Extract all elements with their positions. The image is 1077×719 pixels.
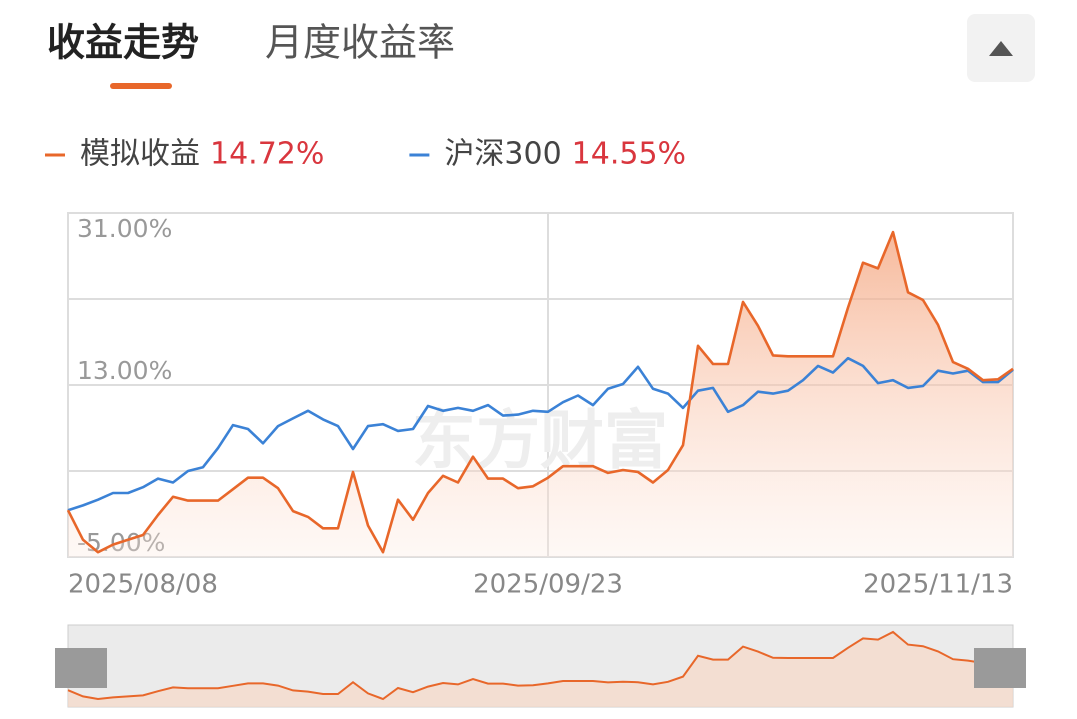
collapse-icon (989, 41, 1013, 56)
navigator-handle[interactable] (974, 648, 1026, 688)
area (68, 232, 1013, 557)
series-line (67, 356, 1014, 512)
navigator-line (67, 630, 1014, 701)
x-tick-label: 2025/11/13 (863, 570, 1013, 600)
tab[interactable]: 月度收益率 (265, 21, 455, 65)
y-tick-label: 13.00% (77, 356, 172, 385)
navigator-area (68, 632, 1013, 707)
legend-value: 14.55% (572, 137, 686, 172)
tab-underline (110, 83, 172, 89)
watermark: 东方财富 (412, 405, 668, 479)
legend-value: 14.72% (210, 137, 324, 172)
legend-label: 模拟收益 (80, 137, 200, 172)
x-tick-label: 2025/09/23 (473, 570, 623, 600)
y-tick-label: 31.00% (77, 214, 172, 243)
tab-active[interactable]: 收益走势 (47, 21, 199, 65)
legend-label: 沪深300 (444, 137, 561, 172)
series-line (66, 230, 1014, 554)
navigator-handle[interactable] (55, 648, 107, 688)
x-tick-label: 2025/08/08 (68, 570, 218, 600)
